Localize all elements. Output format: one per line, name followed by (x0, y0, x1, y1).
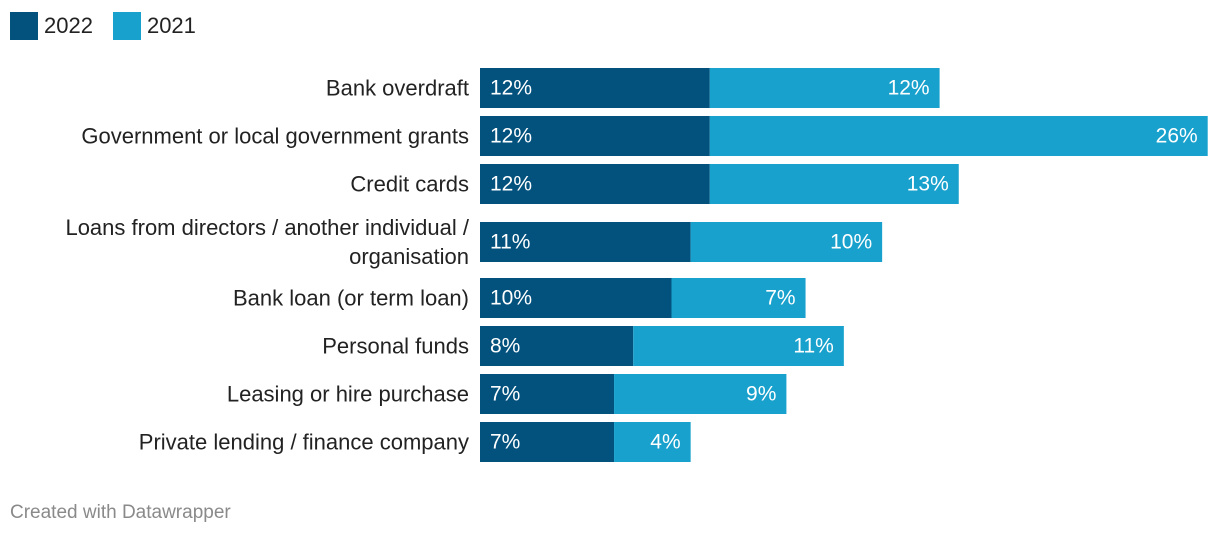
bar-2021 (709, 116, 1208, 156)
data-label-2022: 11% (490, 231, 530, 254)
bar-2022 (480, 116, 710, 156)
stacked-bar-chart: Bank overdraft 12% 12% Government or local … (65, 68, 1208, 462)
bar-2021 (671, 278, 806, 318)
data-label-2022: 12% (490, 173, 532, 196)
category-label: organisation (349, 244, 469, 269)
category-label: Leasing or hire purchase (227, 382, 469, 407)
legend-item-2022: 2022 (10, 12, 93, 40)
category-label: Loans from directors / another individua… (65, 215, 469, 240)
bar-2022 (480, 278, 672, 318)
data-label-2021: 13% (907, 173, 949, 196)
data-label-2021: 12% (888, 77, 930, 100)
data-label-2022: 12% (490, 77, 532, 100)
category-label: Government or local government grants (81, 124, 469, 149)
legend-swatch-2022 (10, 12, 38, 40)
bar-2022 (480, 222, 691, 262)
data-label-2022: 8% (490, 335, 520, 358)
legend-item-2021: 2021 (112, 12, 196, 40)
legend-label-2021: 2021 (146, 13, 196, 38)
bar-2021 (709, 68, 940, 108)
bar-2022 (480, 422, 615, 462)
legend: 2022 2021 (10, 10, 216, 42)
data-label-2021: 11% (793, 335, 833, 358)
data-label-2022: 10% (490, 287, 532, 310)
legend-label-2022: 2022 (44, 13, 93, 38)
legend-swatch-2021 (112, 12, 141, 40)
data-label-2021: 7% (765, 287, 795, 310)
footer-credit: Created with Datawrapper (10, 502, 231, 523)
bar-2021 (614, 374, 787, 414)
bar-2021 (690, 222, 883, 262)
bar-2022 (480, 68, 710, 108)
bar-2021 (614, 422, 691, 462)
category-label: Personal funds (322, 334, 469, 359)
bar-2022 (480, 164, 710, 204)
bar-2021 (633, 326, 844, 366)
data-label-2021: 9% (746, 383, 776, 406)
category-label: Bank loan (or term loan) (233, 286, 469, 311)
bar-2022 (480, 374, 615, 414)
data-label-2021: 26% (1156, 125, 1198, 148)
category-label: Bank overdraft (326, 76, 469, 101)
data-label-2021: 10% (830, 231, 872, 254)
data-label-2021: 4% (650, 431, 680, 454)
category-label: Credit cards (350, 172, 469, 197)
category-label: Private lending / finance company (139, 430, 469, 455)
data-label-2022: 7% (490, 431, 520, 454)
bar-2021 (709, 164, 959, 204)
bar-2022 (480, 326, 634, 366)
data-label-2022: 12% (490, 125, 532, 148)
data-label-2022: 7% (490, 383, 520, 406)
